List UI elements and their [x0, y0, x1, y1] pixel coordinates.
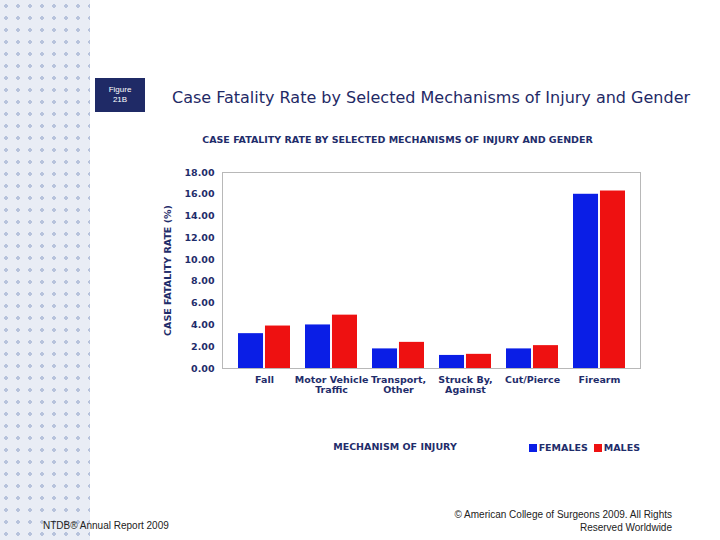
html-text:21B: 21B — [112, 95, 128, 104]
html-text:MECHANISM OF INJURY: MECHANISM OF INJURY — [333, 441, 457, 452]
svg-text:Struck By,Against: Struck By,Against — [438, 374, 492, 395]
svg-text:0.00: 0.00 — [191, 363, 215, 374]
html-text:MALES: MALES — [603, 442, 640, 453]
svg-text:10.00: 10.00 — [184, 254, 214, 265]
svg-text:Transport,Other: Transport,Other — [371, 374, 426, 395]
svg-text:14.00: 14.00 — [184, 210, 214, 221]
svg-text:Motor VehicleTraffic: Motor VehicleTraffic — [295, 374, 369, 395]
svg-text:8.00: 8.00 — [191, 275, 215, 286]
svg-text:CASE FATALITY RATE (%): CASE FATALITY RATE (%) — [162, 205, 173, 336]
html-text:Case Fatality Rate by Selected: Case Fatality Rate by Selected Mechanism… — [172, 88, 691, 107]
svg-text:2.00: 2.00 — [191, 341, 215, 352]
html-text:FEMALES: FEMALES — [538, 442, 588, 453]
svg-text:6.00: 6.00 — [191, 297, 215, 308]
svg-text:Fall: Fall — [255, 374, 274, 385]
html-text:© American College of Surgeons: © American College of Surgeons 2009. All… — [454, 509, 672, 533]
svg-text:Firearm: Firearm — [579, 374, 621, 385]
html-text:Figure: Figure — [108, 85, 132, 94]
svg-text:16.00: 16.00 — [184, 188, 214, 199]
html-text:NTDB® Annual Report 2009: NTDB® Annual Report 2009 — [43, 520, 169, 531]
svg-text:Cut/Pierce: Cut/Pierce — [505, 374, 560, 385]
html-text:CASE FATALITY RATE BY SELECTED: CASE FATALITY RATE BY SELECTED MECHANISM… — [202, 134, 593, 145]
svg-text:4.00: 4.00 — [191, 319, 215, 330]
svg-text:12.00: 12.00 — [184, 232, 214, 243]
svg-text:18.00: 18.00 — [184, 167, 214, 178]
